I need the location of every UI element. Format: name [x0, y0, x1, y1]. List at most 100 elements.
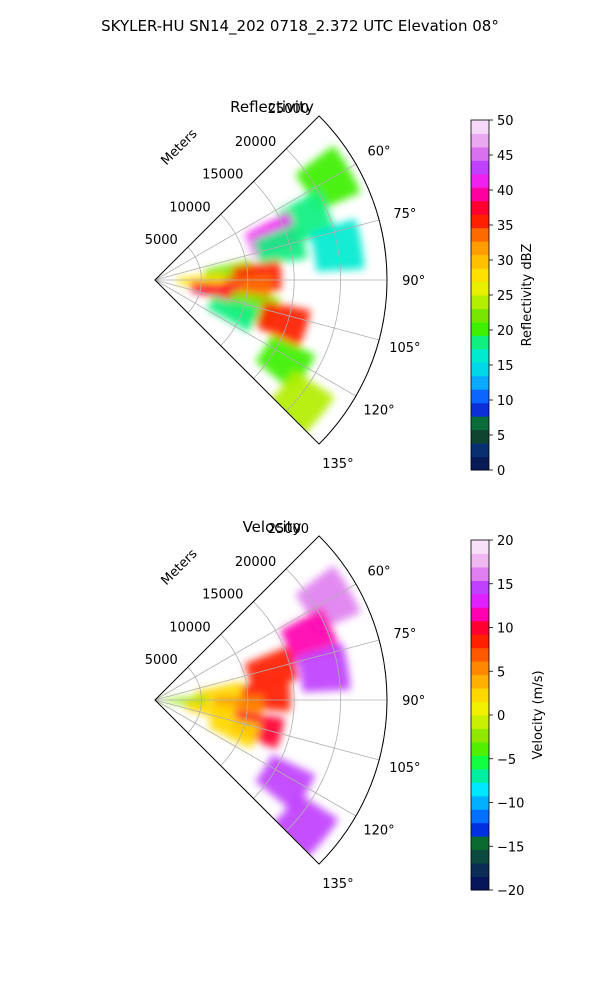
vel-colorbar-tick-label-5: 5 — [497, 665, 505, 680]
vel-colorbar-tick-label-8: 20 — [497, 534, 514, 549]
refl-theta-tick-label-0: 60° — [368, 145, 391, 160]
refl-radial-tick-label-0: 5000 — [145, 233, 178, 248]
refl-cells — [176, 145, 365, 437]
vel-colorbar-segment-24 — [471, 553, 489, 568]
vel-colorbar-segment-21 — [471, 593, 489, 608]
vel-colorbar-segment-22 — [471, 580, 489, 595]
vel-colorbar-segment-17 — [471, 647, 489, 662]
vel-colorbar-segment-4 — [471, 822, 489, 837]
refl-colorbar-segment-9 — [471, 335, 489, 350]
vel-radial-tick-label-1: 10000 — [169, 620, 210, 635]
vel-colorbar-segment-13 — [471, 701, 489, 716]
vel-cell-12 — [271, 792, 339, 861]
refl-colorbar-tick-label-2: 10 — [497, 394, 514, 409]
refl-theta-tick-label-4: 120° — [363, 403, 394, 418]
refl-colorbar-tick-label-9: 45 — [497, 149, 514, 164]
vel-colorbar-segment-19 — [471, 620, 489, 635]
refl-colorbar-tick-label-5: 25 — [497, 289, 514, 304]
vel-theta-tick-label-0: 60° — [368, 565, 391, 580]
refl-theta-tick-label-2: 90° — [402, 274, 425, 289]
refl-radial-tick-label-4: 25000 — [268, 102, 309, 117]
reflectivity-grid — [154, 115, 388, 445]
reflectivity-panel-title: Reflectivity — [230, 98, 314, 116]
refl-cell-14 — [268, 370, 335, 437]
vel-colorbar-tick-label-7: 15 — [497, 578, 514, 593]
refl-colorbar-segment-1 — [471, 443, 489, 458]
refl-sector-outline — [154, 115, 388, 445]
refl-colorbar-segment-4 — [471, 402, 489, 417]
vel-colorbar-segment-1 — [471, 863, 489, 878]
vel-grid-spoke-3 — [154, 699, 380, 761]
refl-radial-tick-label-1: 10000 — [169, 200, 210, 215]
vel-cell-3 — [296, 642, 351, 693]
refl-colorbar-segment-3 — [471, 416, 489, 431]
refl-colorbar-segment-22 — [471, 160, 489, 175]
refl-colorbar-segment-19 — [471, 200, 489, 215]
vel-colorbar-segment-20 — [471, 607, 489, 622]
vel-cells — [158, 565, 361, 861]
vel-colorbar-segment-11 — [471, 728, 489, 743]
refl-colorbar-tick-label-10: 50 — [497, 114, 514, 129]
refl-colorbar-segment-8 — [471, 348, 489, 363]
refl-colorbar-segment-2 — [471, 429, 489, 444]
reflectivity-radial-axis-label: Meters — [159, 126, 201, 168]
vel-colorbar-tick-label-3: −5 — [497, 753, 516, 768]
refl-colorbar-tick-label-0: 0 — [497, 464, 505, 479]
vel-colorbar-segment-5 — [471, 809, 489, 824]
vel-sector-outline — [154, 535, 388, 865]
vel-colorbar-segment-8 — [471, 768, 489, 783]
vel-radial-tick-label-3: 20000 — [235, 555, 276, 570]
refl-radial-tick-label-2: 15000 — [202, 168, 243, 183]
vel-colorbar-tick-label-6: 10 — [497, 622, 514, 637]
refl-colorbar-segment-11 — [471, 308, 489, 323]
velocity-panel-title: Velocity — [243, 518, 302, 536]
refl-colorbar-segment-21 — [471, 173, 489, 188]
refl-grid-spoke-3 — [154, 279, 380, 341]
refl-grid-spoke-4 — [154, 279, 357, 397]
refl-colorbar-tick-label-6: 30 — [497, 254, 514, 269]
velocity-panel: Velocity 5000 10000 15000 20000 25000 60° 75° 9… — [145, 518, 546, 899]
vel-colorbar-segment-18 — [471, 634, 489, 649]
vel-theta-tick-label-5: 135° — [322, 877, 353, 892]
velocity-radial-axis-label: Meters — [159, 546, 201, 588]
refl-colorbar-segment-7 — [471, 362, 489, 377]
vel-theta-tick-label-3: 105° — [389, 761, 420, 776]
refl-grid-spoke-1 — [154, 219, 380, 281]
figure-title: SKYLER-HU SN14_202 0718_2.372 UTC Elevat… — [101, 17, 499, 36]
refl-colorbar-segment-13 — [471, 281, 489, 296]
vel-colorbar-segment-6 — [471, 795, 489, 810]
refl-radial-tick-label-3: 20000 — [235, 135, 276, 150]
refl-colorbar-tick-label-7: 35 — [497, 219, 514, 234]
vel-colorbar-tick-label-2: −10 — [497, 797, 524, 812]
reflectivity-ticks: 5000 10000 15000 20000 25000 60° 75° 90° 105° 120… — [145, 102, 425, 472]
refl-colorbar-segment-17 — [471, 227, 489, 242]
vel-colorbar-segment-15 — [471, 674, 489, 689]
refl-colorbar-segment-12 — [471, 295, 489, 309]
vel-colorbar-tick-label-0: −20 — [497, 884, 524, 899]
refl-colorbar-tick-label-4: 20 — [497, 324, 514, 339]
refl-colorbar-segment-10 — [471, 321, 489, 336]
vel-grid-spoke-0 — [154, 583, 357, 701]
refl-cell-11 — [255, 301, 311, 348]
vel-radial-tick-label-0: 5000 — [145, 653, 178, 668]
reflectivity-colorbar: 0 5 10 15 20 25 30 35 40 45 50 — [470, 114, 514, 479]
refl-colorbar-tick-label-3: 15 — [497, 359, 514, 374]
vel-cell-10 — [207, 713, 260, 749]
velocity-data-layer — [158, 565, 361, 861]
refl-colorbar-segment-6 — [471, 375, 489, 390]
vel-colorbar-segment-10 — [471, 741, 489, 756]
vel-grid-spoke-1 — [154, 639, 380, 701]
refl-cell-3 — [253, 222, 308, 266]
vel-radial-tick-label-4: 25000 — [268, 522, 309, 537]
refl-colorbar-tick-label-1: 5 — [497, 429, 505, 444]
vel-colorbar-segment-3 — [471, 836, 489, 851]
velocity-grid — [154, 535, 388, 865]
refl-colorbar-segment-15 — [471, 254, 489, 269]
vel-theta-tick-label-1: 75° — [393, 627, 416, 642]
refl-colorbar-segment-24 — [471, 133, 489, 148]
refl-theta-tick-label-3: 105° — [389, 341, 420, 356]
refl-theta-tick-label-5: 135° — [322, 457, 353, 472]
vel-colorbar-segment-2 — [471, 849, 489, 864]
vel-colorbar-segment-9 — [471, 755, 489, 770]
